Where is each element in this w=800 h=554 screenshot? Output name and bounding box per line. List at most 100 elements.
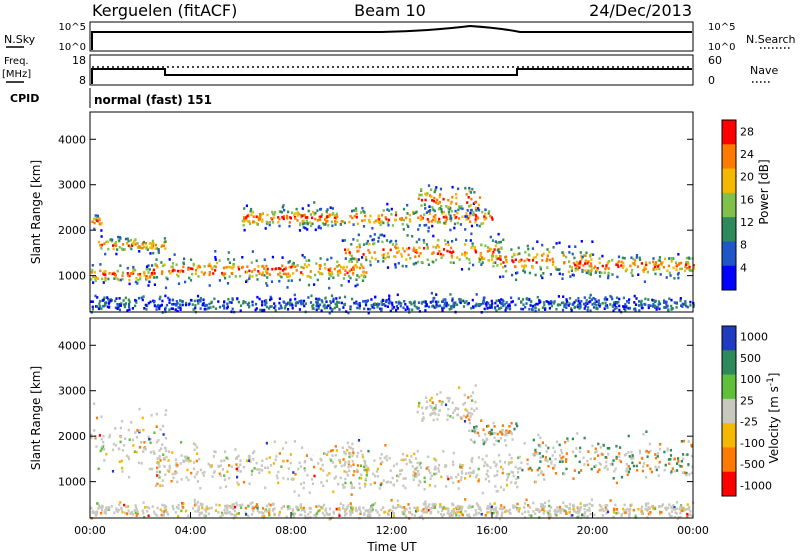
heatmap-cell [352,463,355,466]
heatmap-cell [576,432,579,435]
heatmap-cell [288,260,291,263]
heatmap-cell [560,456,563,460]
heatmap-cell [270,280,274,283]
heatmap-cell [449,415,452,418]
heatmap-cell [500,513,503,516]
heatmap-cell [127,239,130,243]
heatmap-cell [226,457,229,461]
heatmap-cell [177,306,180,309]
heatmap-cell [385,300,388,303]
heatmap-cell [511,255,514,259]
heatmap-cell [392,483,395,486]
heatmap-cell [495,463,498,466]
heatmap-cell [646,507,650,511]
heatmap-cell [424,500,427,503]
heatmap-cell [130,247,133,251]
heatmap-cell [92,281,95,284]
heatmap-cell [675,501,679,504]
heatmap-cell [380,453,383,456]
colorbar-tick-label: -500 [740,458,765,471]
heatmap-cell [348,269,351,273]
heatmap-cell [329,306,332,310]
heatmap-cell [245,204,248,208]
heatmap-cell [617,265,620,269]
heatmap-cell [147,264,150,267]
heatmap-cell [418,193,421,197]
heatmap-cell [252,215,255,218]
heatmap-cell [302,481,306,485]
heatmap-cell [328,213,331,217]
heatmap-cell [248,277,251,280]
heatmap-cell [319,226,322,230]
heatmap-cell [302,302,305,305]
heatmap-cell [280,306,283,310]
heatmap-cell [549,273,552,276]
heatmap-cell [528,506,531,509]
heatmap-cell [168,467,171,470]
heatmap-cell [483,257,486,260]
heatmap-cell [573,305,576,309]
heatmap-cell [467,506,470,509]
heatmap-cell [335,507,338,511]
heatmap-cell [371,227,374,230]
heatmap-cell [531,305,535,308]
heatmap-cell [212,272,215,275]
heatmap-cell [98,217,101,220]
heatmap-cell [570,308,573,312]
heatmap-cell [404,458,407,461]
heatmap-cell [175,506,178,509]
heatmap-cell [499,507,502,510]
heatmap-cell [430,474,433,478]
heatmap-cell [638,300,641,303]
heatmap-cell [287,210,290,214]
heatmap-cell [552,246,555,249]
heatmap-cell [102,434,105,438]
heatmap-cell [389,469,392,472]
heatmap-cell [121,420,124,423]
heatmap-cell [456,506,459,510]
heatmap-cell [415,510,418,513]
heatmap-cell [172,268,175,272]
heatmap-cell [640,301,643,304]
heatmap-cell [678,463,681,467]
heatmap-cell [279,267,282,271]
heatmap-cell [447,507,450,510]
heatmap-cell [432,208,435,212]
heatmap-cell [613,469,616,473]
heatmap-cell [447,243,450,246]
heatmap-cell [587,260,590,263]
heatmap-cell [277,216,280,219]
heatmap-cell [431,305,434,308]
colorbar-swatch [722,192,736,218]
heatmap-cell [136,512,139,515]
heatmap-cell [382,248,385,251]
heatmap-cell [257,265,260,268]
heatmap-cell [309,516,312,519]
heatmap-cell [254,505,257,508]
heatmap-cell [660,263,663,267]
heatmap-cell [271,508,275,511]
heatmap-cell [495,515,498,518]
heatmap-cell [114,299,117,303]
heatmap-cell [484,433,487,436]
heatmap-cell [94,436,97,440]
heatmap-cell [655,468,658,472]
heatmap-cell [668,257,671,260]
heatmap-cell [615,296,619,300]
heatmap-cell [346,474,350,477]
heatmap-cell [331,454,334,457]
heatmap-cell [379,462,382,466]
heatmap-cell [282,477,285,480]
heatmap-cell [469,415,472,418]
heatmap-cell [323,514,326,517]
heatmap-cell [434,214,437,217]
heatmap-cell [230,465,233,468]
colorbar-tick-label: 500 [740,352,761,365]
heatmap-cell [669,454,673,457]
heatmap-cell [596,267,599,270]
heatmap-cell [496,241,499,245]
heatmap-cell [550,506,553,509]
heatmap-cell [565,452,568,455]
heatmap-cell [127,298,130,302]
heatmap-cell [467,267,471,271]
